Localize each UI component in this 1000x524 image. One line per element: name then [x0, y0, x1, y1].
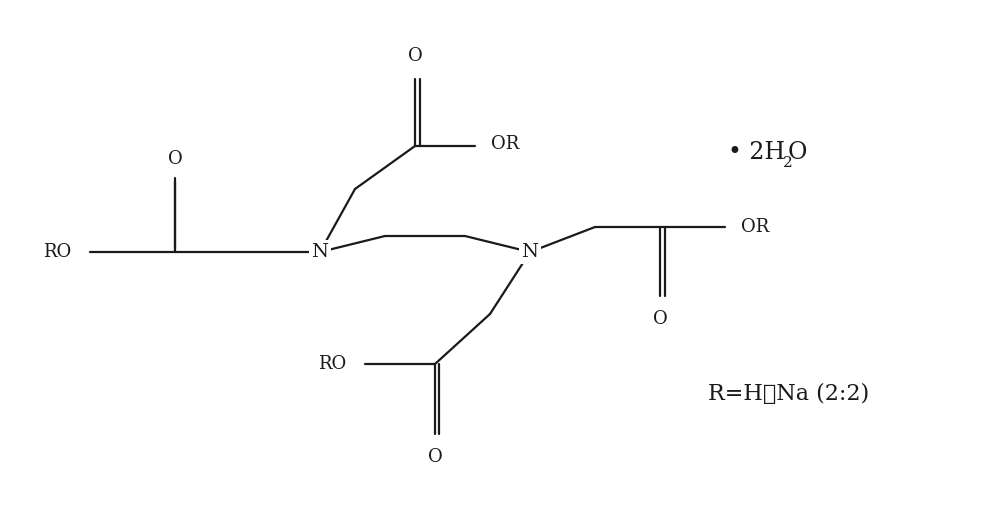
- Text: N: N: [312, 243, 328, 261]
- Text: OR: OR: [741, 218, 769, 236]
- Text: RO: RO: [43, 243, 71, 261]
- Text: O: O: [428, 448, 442, 466]
- Text: O: O: [788, 140, 807, 163]
- Text: O: O: [653, 310, 667, 328]
- Text: • 2H: • 2H: [728, 140, 785, 163]
- Text: RO: RO: [318, 355, 346, 373]
- Text: R=H或Na (2:2): R=H或Na (2:2): [708, 383, 869, 405]
- Text: OR: OR: [491, 135, 519, 153]
- Text: 2: 2: [782, 156, 792, 169]
- Text: N: N: [522, 243, 538, 261]
- Text: O: O: [408, 47, 422, 65]
- Text: O: O: [168, 150, 182, 168]
